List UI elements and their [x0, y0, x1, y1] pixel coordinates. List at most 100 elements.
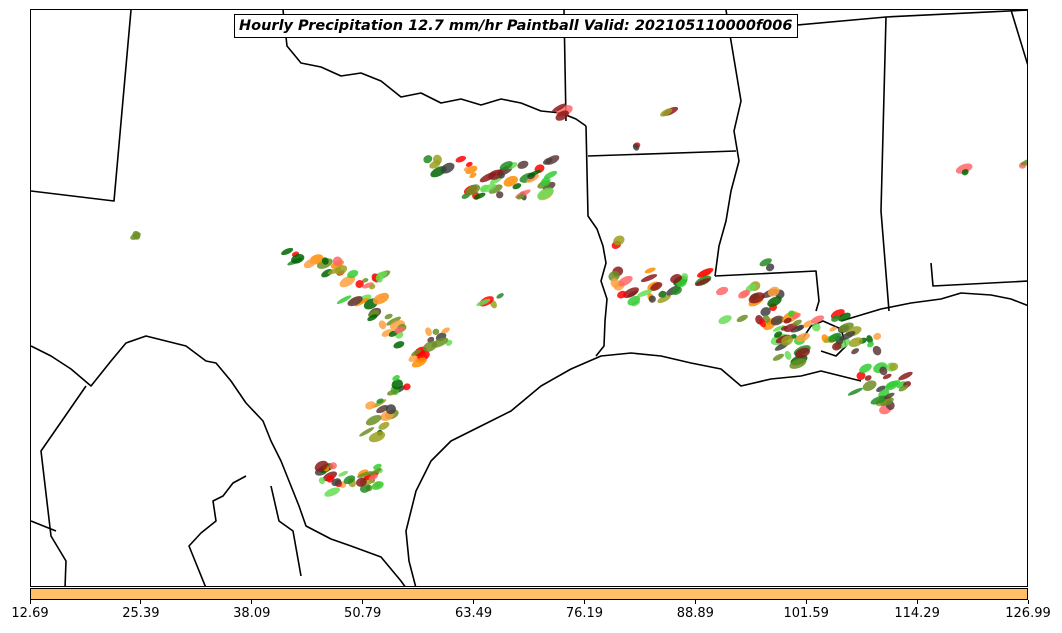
precip-blob: [347, 296, 363, 307]
colorbar-tick-label: 101.59: [783, 606, 829, 621]
precip-blob: [872, 345, 882, 356]
precip-blob: [369, 284, 376, 290]
precip-blob: [831, 315, 841, 322]
precip-blob: [321, 257, 329, 265]
precip-blob: [961, 169, 969, 176]
precip-blob: [318, 477, 325, 485]
precip-blob: [338, 470, 349, 477]
precip-blob: [393, 341, 405, 349]
precip-blob: [362, 278, 369, 283]
precip-blob: [394, 326, 405, 334]
colorbar-tick-label: 114.29: [894, 606, 940, 621]
map-title: Hourly Precipitation 12.7 mm/hr Paintbal…: [234, 14, 798, 38]
precip-blob: [879, 366, 888, 376]
precip-blob: [859, 363, 872, 373]
colorbar-tick-mark: [140, 600, 142, 604]
precip-blob: [329, 462, 337, 470]
precip-blob: [613, 235, 625, 246]
precip-blob: [386, 389, 398, 396]
precip-blob: [889, 362, 899, 371]
precip-blob: [867, 341, 874, 348]
precip-blob: [354, 297, 369, 307]
precip-blob: [465, 184, 481, 196]
border-ar-la: [587, 150, 737, 157]
precip-blob: [496, 293, 504, 299]
border-rio-grande: [31, 335, 406, 586]
precip-blob: [873, 332, 882, 340]
precip-blob: [503, 175, 518, 187]
border-al-fl: [930, 262, 1027, 287]
precip-blob: [847, 387, 863, 396]
precip-blob: [488, 184, 503, 194]
precip-blob: [479, 172, 497, 183]
precip-blob: [671, 286, 682, 295]
precip-blob: [617, 275, 633, 287]
precip-blob: [378, 320, 387, 330]
precip-blob: [765, 263, 775, 272]
border-mexico-states-2: [31, 520, 57, 532]
coast-texas: [405, 352, 862, 586]
colorbar-tick-label: 63.49: [454, 606, 493, 621]
precip-blob: [632, 143, 640, 151]
precip-blob: [660, 108, 673, 117]
border-mexico-states-4: [270, 485, 302, 577]
precip-blob: [552, 103, 566, 113]
precip-blob: [326, 475, 335, 483]
precip-blob: [718, 315, 732, 325]
precip-blob: [839, 331, 856, 341]
precip-blob: [772, 325, 785, 332]
precip-blob: [498, 172, 505, 179]
precip-blob: [759, 258, 772, 267]
precip-blob: [884, 392, 895, 400]
precip-blob: [365, 401, 376, 410]
colorbar-tick-mark: [805, 600, 807, 604]
precip-blob: [411, 357, 427, 368]
colorbar-tick-mark: [583, 600, 585, 604]
precip-blob: [429, 160, 441, 169]
precip-blob: [463, 166, 471, 172]
colorbar-tick-mark: [1027, 600, 1029, 604]
precip-blob: [544, 170, 558, 179]
precip-blob: [303, 258, 317, 269]
precip-blob: [648, 295, 656, 303]
border-ms-al: [880, 16, 890, 312]
precip-blob: [371, 481, 384, 490]
precip-blob: [356, 471, 373, 478]
precip-blob: [368, 474, 378, 481]
precip-blob: [431, 337, 449, 348]
precip-blob: [770, 315, 784, 326]
precip-blob: [455, 155, 467, 163]
precip-blob: [362, 282, 374, 289]
colorbar-tick-mark: [694, 600, 696, 604]
precip-blob: [479, 184, 489, 192]
precip-blob: [650, 282, 663, 291]
precip-blob: [440, 162, 455, 174]
precip-blob: [866, 335, 873, 344]
precip-blob: [738, 289, 751, 299]
precip-blob: [392, 375, 400, 381]
precip-blob: [794, 347, 810, 359]
precip-blob: [851, 348, 860, 355]
precip-blob: [848, 337, 863, 347]
precip-blob: [821, 334, 829, 343]
precip-blob: [796, 332, 810, 342]
border-mexico-states-3: [188, 475, 247, 586]
colorbar-tick-mark: [916, 600, 918, 604]
colorbar: [30, 588, 1028, 600]
precip-blob: [545, 155, 560, 165]
precip-blob: [697, 267, 714, 278]
precip-blob: [339, 275, 356, 288]
precip-blob: [617, 290, 627, 299]
precip-blob: [828, 332, 842, 343]
precip-blob: [281, 247, 294, 256]
precip-blob: [378, 421, 390, 430]
precip-blob: [526, 174, 540, 183]
precip-blob: [748, 292, 765, 304]
precip-blob: [384, 313, 393, 320]
precip-blob: [496, 191, 504, 199]
precip-blob: [898, 384, 909, 392]
colorbar-tick-mark: [362, 600, 364, 604]
precip-blob: [608, 270, 620, 282]
precip-blob: [767, 286, 780, 297]
colorbar-tick-label: 126.99: [1005, 606, 1051, 621]
